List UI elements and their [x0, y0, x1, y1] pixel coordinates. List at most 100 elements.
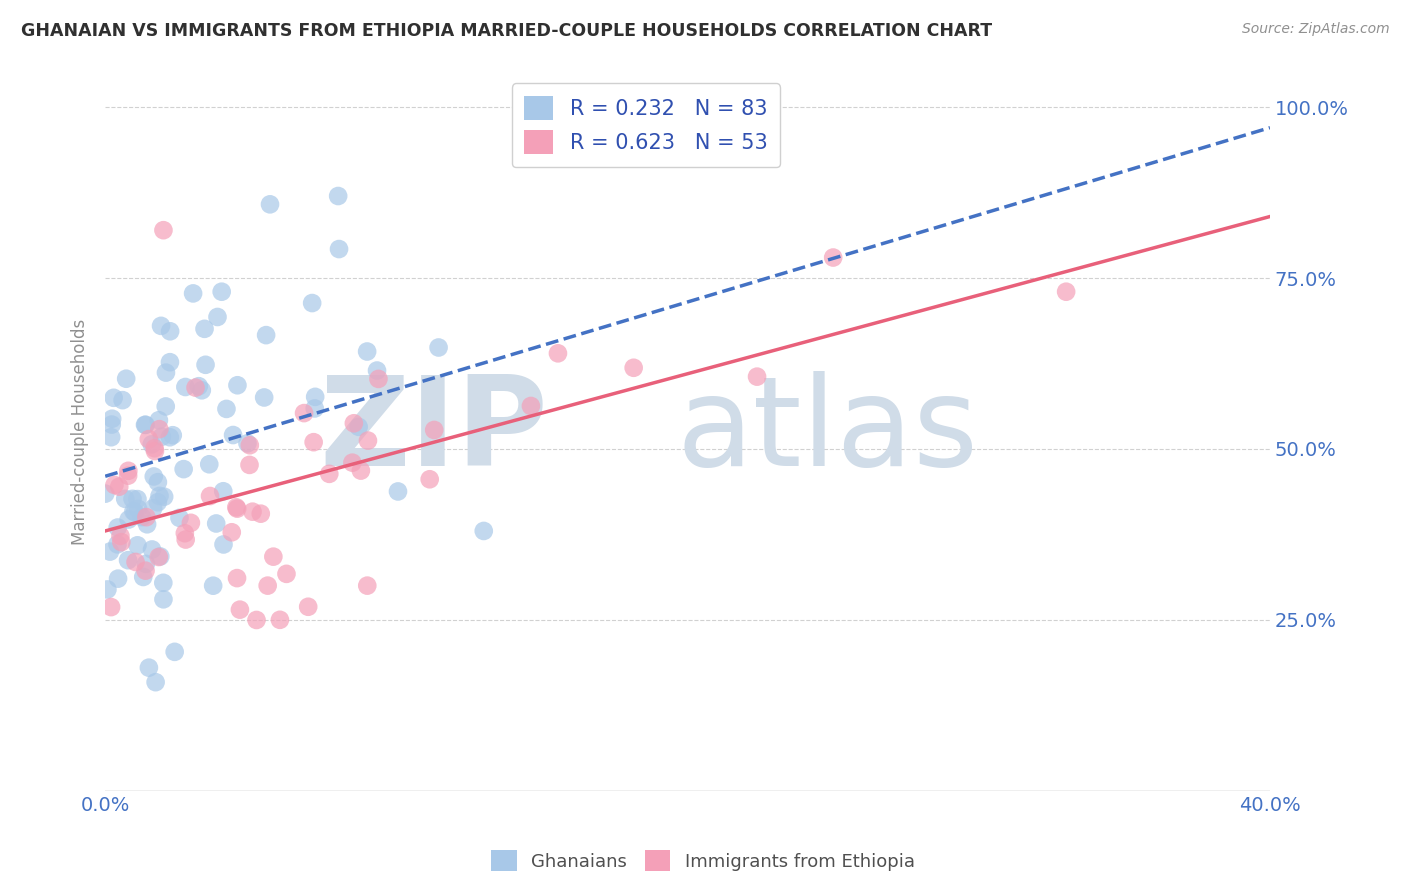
Point — [328, 189, 350, 203]
Point — [100, 600, 122, 615]
Point — [180, 516, 202, 530]
Point — [356, 344, 378, 359]
Legend: R = 0.232   N = 83, R = 0.623   N = 53: R = 0.232 N = 83, R = 0.623 N = 53 — [512, 83, 780, 167]
Point — [212, 537, 235, 551]
Point — [202, 579, 225, 593]
Point — [107, 572, 129, 586]
Point — [249, 507, 271, 521]
Point — [745, 369, 768, 384]
Point — [256, 579, 278, 593]
Point — [181, 286, 204, 301]
Point — [135, 510, 157, 524]
Point — [152, 223, 174, 237]
Point — [141, 437, 163, 451]
Point — [132, 570, 155, 584]
Text: GHANAIAN VS IMMIGRANTS FROM ETHIOPIA MARRIED-COUPLE HOUSEHOLDS CORRELATION CHART: GHANAIAN VS IMMIGRANTS FROM ETHIOPIA MAR… — [21, 22, 993, 40]
Point — [297, 599, 319, 614]
Point — [127, 501, 149, 516]
Point — [152, 592, 174, 607]
Point — [254, 328, 277, 343]
Point — [143, 442, 166, 456]
Point — [198, 457, 221, 471]
Point — [110, 535, 132, 549]
Point — [117, 553, 139, 567]
Point — [205, 516, 228, 531]
Point — [215, 401, 238, 416]
Point — [135, 557, 157, 571]
Point — [153, 490, 176, 504]
Point — [304, 401, 326, 416]
Point — [111, 393, 134, 408]
Point — [142, 501, 165, 516]
Point — [100, 430, 122, 444]
Point — [207, 310, 229, 324]
Point — [146, 495, 169, 509]
Point — [155, 400, 177, 414]
Point — [141, 542, 163, 557]
Point — [117, 512, 139, 526]
Point — [347, 420, 370, 434]
Point — [174, 533, 197, 547]
Point — [135, 564, 157, 578]
Text: Source: ZipAtlas.com: Source: ZipAtlas.com — [1241, 22, 1389, 37]
Point — [96, 582, 118, 597]
Point — [1054, 285, 1077, 299]
Point — [115, 372, 138, 386]
Point — [269, 613, 291, 627]
Point — [304, 390, 326, 404]
Point — [155, 366, 177, 380]
Point — [127, 538, 149, 552]
Point — [184, 381, 207, 395]
Point — [520, 399, 543, 413]
Point — [152, 575, 174, 590]
Text: ZIP: ZIP — [319, 371, 548, 492]
Point — [419, 472, 441, 486]
Text: atlas: atlas — [676, 371, 979, 492]
Point — [194, 358, 217, 372]
Legend: Ghanaians, Immigrants from Ethiopia: Ghanaians, Immigrants from Ethiopia — [484, 843, 922, 879]
Point — [146, 475, 169, 490]
Point — [328, 242, 350, 256]
Point — [148, 413, 170, 427]
Point — [238, 458, 260, 472]
Point — [148, 422, 170, 436]
Point — [222, 428, 245, 442]
Point — [262, 549, 284, 564]
Point — [343, 417, 366, 431]
Point — [423, 423, 446, 437]
Point — [98, 544, 121, 558]
Point — [173, 462, 195, 476]
Point — [103, 391, 125, 405]
Point — [226, 571, 249, 585]
Point — [124, 505, 146, 519]
Point — [114, 491, 136, 506]
Point — [159, 355, 181, 369]
Point — [173, 526, 195, 541]
Point — [198, 489, 221, 503]
Point — [387, 484, 409, 499]
Point — [366, 363, 388, 377]
Point — [162, 428, 184, 442]
Point — [108, 480, 131, 494]
Y-axis label: Married-couple Households: Married-couple Households — [72, 318, 89, 545]
Point — [110, 529, 132, 543]
Point — [276, 566, 298, 581]
Point — [143, 444, 166, 458]
Point — [193, 322, 215, 336]
Point — [221, 525, 243, 540]
Point — [225, 500, 247, 515]
Point — [103, 478, 125, 492]
Point — [212, 484, 235, 499]
Point — [259, 197, 281, 211]
Point — [318, 467, 340, 481]
Point — [138, 432, 160, 446]
Point — [350, 464, 373, 478]
Point — [159, 430, 181, 444]
Point — [226, 378, 249, 392]
Point — [159, 324, 181, 338]
Point — [356, 579, 378, 593]
Point — [94, 486, 117, 500]
Point — [121, 491, 143, 506]
Point — [138, 660, 160, 674]
Point — [292, 406, 315, 420]
